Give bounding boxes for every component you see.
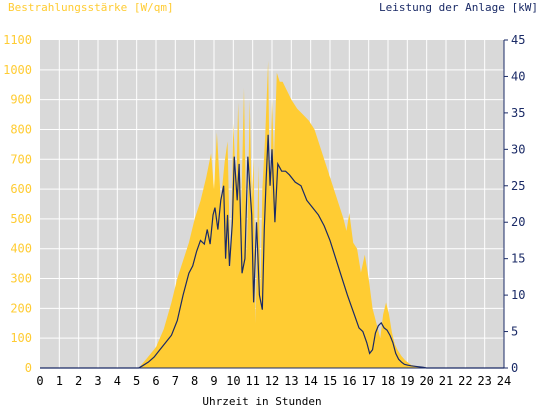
y-right-tick-label: 40	[511, 69, 525, 83]
x-tick-label: 10	[226, 374, 240, 388]
power-line	[40, 134, 504, 369]
x-tick-label: 15	[323, 374, 337, 388]
y-left-tick-label: 200	[10, 301, 32, 315]
x-tick-label: 19	[400, 374, 414, 388]
y-left-tick-label: 0	[25, 361, 32, 375]
x-tick-label: 11	[245, 374, 259, 388]
y-left-tick-label: 500	[10, 212, 32, 226]
y-left-tick-label: 1000	[3, 63, 32, 77]
y-left-tick-label: 400	[10, 242, 32, 256]
x-tick-label: 2	[75, 374, 82, 388]
x-tick-label: 14	[303, 374, 317, 388]
x-tick-label: 7	[172, 374, 179, 388]
right-axis-label: Leistung der Anlage [kW]	[379, 1, 538, 14]
x-tick-label: 8	[191, 374, 198, 388]
x-tick-label: 6	[152, 374, 159, 388]
irradiance-area	[40, 60, 504, 369]
y-left-tick-label: 100	[10, 331, 32, 345]
y-left-tick-label: 300	[10, 272, 32, 286]
y-right-tick-label: 5	[511, 325, 518, 339]
y-right-tick-label: 20	[511, 215, 525, 229]
x-tick-label: 22	[458, 374, 472, 388]
x-tick-label: 21	[439, 374, 453, 388]
y-right-tick-label: 0	[511, 361, 518, 375]
x-tick-label: 16	[342, 374, 356, 388]
left-axis-label: Bestrahlungsstärke [W/qm]	[8, 1, 174, 14]
y-left-tick-label: 800	[10, 122, 32, 136]
y-left-tick-label: 700	[10, 152, 32, 166]
x-tick-label: 0	[36, 374, 43, 388]
y-right-tick-label: 30	[511, 142, 525, 156]
x-tick-label: 3	[94, 374, 101, 388]
x-tick-label: 5	[133, 374, 140, 388]
axes: 0 1 2 3 4 5 6 7 8 9 10 11 12 13 14 15 16 17 18 19 20 21 22 23 24…	[3, 33, 525, 388]
y-right-tick-label: 35	[511, 106, 525, 120]
x-tick-label: 4	[114, 374, 121, 388]
x-tick-label: 9	[210, 374, 217, 388]
y-left-tick-label: 900	[10, 93, 32, 107]
y-right-tick-label: 10	[511, 288, 525, 302]
y-left-tick-label: 600	[10, 182, 32, 196]
y-right-tick-label: 25	[511, 179, 525, 193]
x-tick-label: 23	[477, 374, 491, 388]
x-tick-label: 18	[381, 374, 395, 388]
x-tick-label: 1	[56, 374, 63, 388]
y-right-tick-label: 15	[511, 252, 525, 266]
x-axis-label: Uhrzeit in Stunden	[202, 395, 321, 408]
x-tick-label: 13	[284, 374, 298, 388]
x-tick-label: 12	[265, 374, 279, 388]
x-tick-label: 17	[361, 374, 375, 388]
x-tick-label: 20	[419, 374, 433, 388]
y-left-tick-label: 1100	[3, 33, 32, 47]
x-tick-label: 24	[497, 374, 511, 388]
y-right-tick-label: 45	[511, 33, 525, 47]
